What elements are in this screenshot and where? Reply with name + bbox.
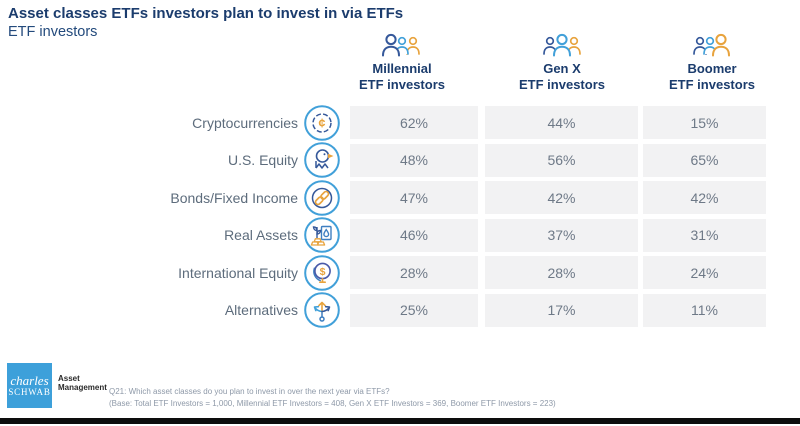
data-table: Cryptocurrencies ¢ 62% 44% 15% U.S. Equi…: [0, 104, 800, 331]
value-cell: 24%: [643, 256, 766, 289]
value-cell: 28%: [350, 256, 478, 289]
column-header-label: Millennial: [372, 61, 432, 76]
bottom-border-bar: [0, 418, 800, 424]
brand-line: Asset: [58, 374, 80, 383]
eagle-icon: [304, 142, 340, 178]
column-header-millennial: Millennial ETF investors: [327, 32, 477, 92]
row-label: Bonds/Fixed Income: [170, 189, 298, 206]
table-row: International Equity $ 28% 28% 24%: [0, 254, 800, 291]
charles-schwab-logo: charles SCHWAB: [7, 363, 52, 408]
value-cell: 44%: [485, 106, 638, 139]
column-header-genx: Gen X ETF investors: [487, 32, 637, 92]
footnote-question: Q21: Which asset classes do you plan to …: [109, 387, 390, 396]
table-row: Bonds/Fixed Income 47% 42% 42%: [0, 179, 800, 216]
value-cell: 42%: [485, 181, 638, 214]
value-cell: 31%: [643, 218, 766, 252]
value-cell: 56%: [485, 143, 638, 177]
row-label: International Equity: [178, 264, 298, 281]
value-cell: 42%: [643, 181, 766, 214]
value-cell: 47%: [350, 181, 478, 214]
row-label: Alternatives: [224, 302, 298, 318]
cryptocurrency-cent-coin-icon: ¢: [304, 104, 340, 141]
value-cell: 11%: [643, 293, 766, 327]
column-header-boomer: Boomer ETF investors: [637, 32, 787, 92]
row-label: Real Assets: [224, 227, 298, 243]
genx-group-icon: [543, 33, 581, 57]
table-row: Real Assets: [0, 217, 800, 253]
value-cell: 65%: [643, 143, 766, 177]
logo-schwab-text: SCHWAB: [8, 387, 51, 397]
boomer-group-icon: [693, 33, 730, 57]
svg-text:¢: ¢: [319, 116, 326, 130]
column-header-sublabel: ETF investors: [669, 76, 755, 92]
branching-arrows-icon: [304, 292, 340, 328]
asset-management-label: Asset Management: [58, 374, 107, 392]
value-cell: 62%: [350, 106, 478, 139]
commodities-wheat-oil-gold-icon: [304, 217, 340, 253]
column-header-label: Boomer: [687, 61, 737, 76]
row-label: Cryptocurrencies: [192, 114, 298, 131]
logo-charles-text: charles: [10, 373, 49, 388]
table-row: Cryptocurrencies ¢ 62% 44% 15%: [0, 104, 800, 141]
value-cell: 46%: [350, 218, 478, 252]
table-row: U.S. Equity 48% 56% 65%: [0, 142, 800, 178]
chain-link-icon: [304, 179, 340, 216]
svg-text:$: $: [320, 266, 326, 278]
row-label: U.S. Equity: [227, 152, 298, 168]
column-header-label: Gen X: [543, 61, 581, 76]
page-subtitle: ETF investors: [8, 24, 98, 40]
value-cell: 48%: [350, 143, 478, 177]
value-cell: 25%: [350, 293, 478, 327]
page-title: Asset classes ETFs investors plan to inv…: [8, 5, 404, 22]
table-row: Alternatives 25% 17% 11%: [0, 292, 800, 328]
column-header-sublabel: ETF investors: [519, 76, 605, 92]
value-cell: 37%: [485, 218, 638, 252]
column-header-sublabel: ETF investors: [359, 76, 445, 92]
footnote: Q21: Which asset classes do you plan to …: [109, 386, 556, 409]
value-cell: 15%: [643, 106, 766, 139]
millennial-group-icon: [382, 33, 420, 57]
brand-line: Management: [58, 383, 107, 392]
value-cell: 28%: [485, 256, 638, 289]
footnote-base: (Base: Total ETF Investors = 1,000, Mill…: [109, 398, 556, 408]
globe-dollar-icon: $: [304, 254, 340, 291]
value-cell: 17%: [485, 293, 638, 327]
